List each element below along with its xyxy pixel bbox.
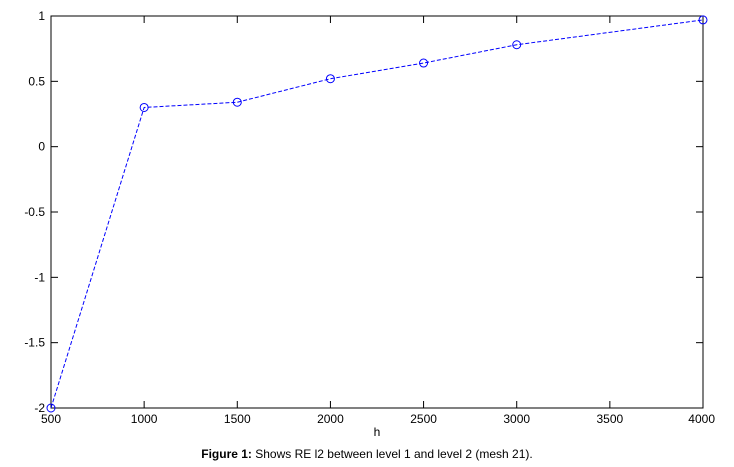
- data-point: [232, 97, 242, 107]
- series-line: [50, 19, 704, 409]
- caption-text: Shows RE l2 between level 1 and level 2 …: [251, 447, 533, 461]
- x-axis-label: h: [374, 425, 381, 439]
- data-point: [512, 40, 522, 50]
- x-tick-label: 2000: [317, 412, 344, 426]
- x-tick-label: 1000: [131, 412, 158, 426]
- data-series: [46, 15, 708, 413]
- x-tick-label: 3000: [503, 412, 530, 426]
- x-tick-label: 3500: [597, 412, 624, 426]
- y-tick-label: -1: [34, 270, 45, 284]
- data-point: [325, 74, 335, 84]
- data-point: [46, 403, 56, 413]
- caption-label: Figure 1:: [201, 447, 252, 461]
- y-tick-label: -2: [34, 401, 45, 415]
- data-point: [419, 58, 429, 68]
- x-tick-label: 4000: [688, 412, 715, 426]
- x-tick-label: 1500: [224, 412, 251, 426]
- figure-caption: Figure 1: Shows RE l2 between level 1 an…: [0, 447, 734, 461]
- data-point: [139, 102, 149, 112]
- plot-area-frame: [50, 15, 704, 409]
- y-tick-label: 0: [38, 140, 45, 154]
- data-point: [698, 15, 708, 25]
- x-axis-ticks: 500 1000 1500 2000 2500 3000 3500 4000: [41, 16, 715, 426]
- y-tick-label: 0.5: [28, 74, 45, 88]
- x-tick-label: 2500: [410, 412, 437, 426]
- y-tick-label: 1: [38, 9, 45, 23]
- y-tick-label: -1.5: [24, 336, 45, 350]
- y-axis-ticks: 1 0.5 0 -0.5 -1 -1.5 -2: [24, 9, 703, 415]
- x-tick-label: 500: [41, 412, 61, 426]
- y-tick-label: -0.5: [24, 205, 45, 219]
